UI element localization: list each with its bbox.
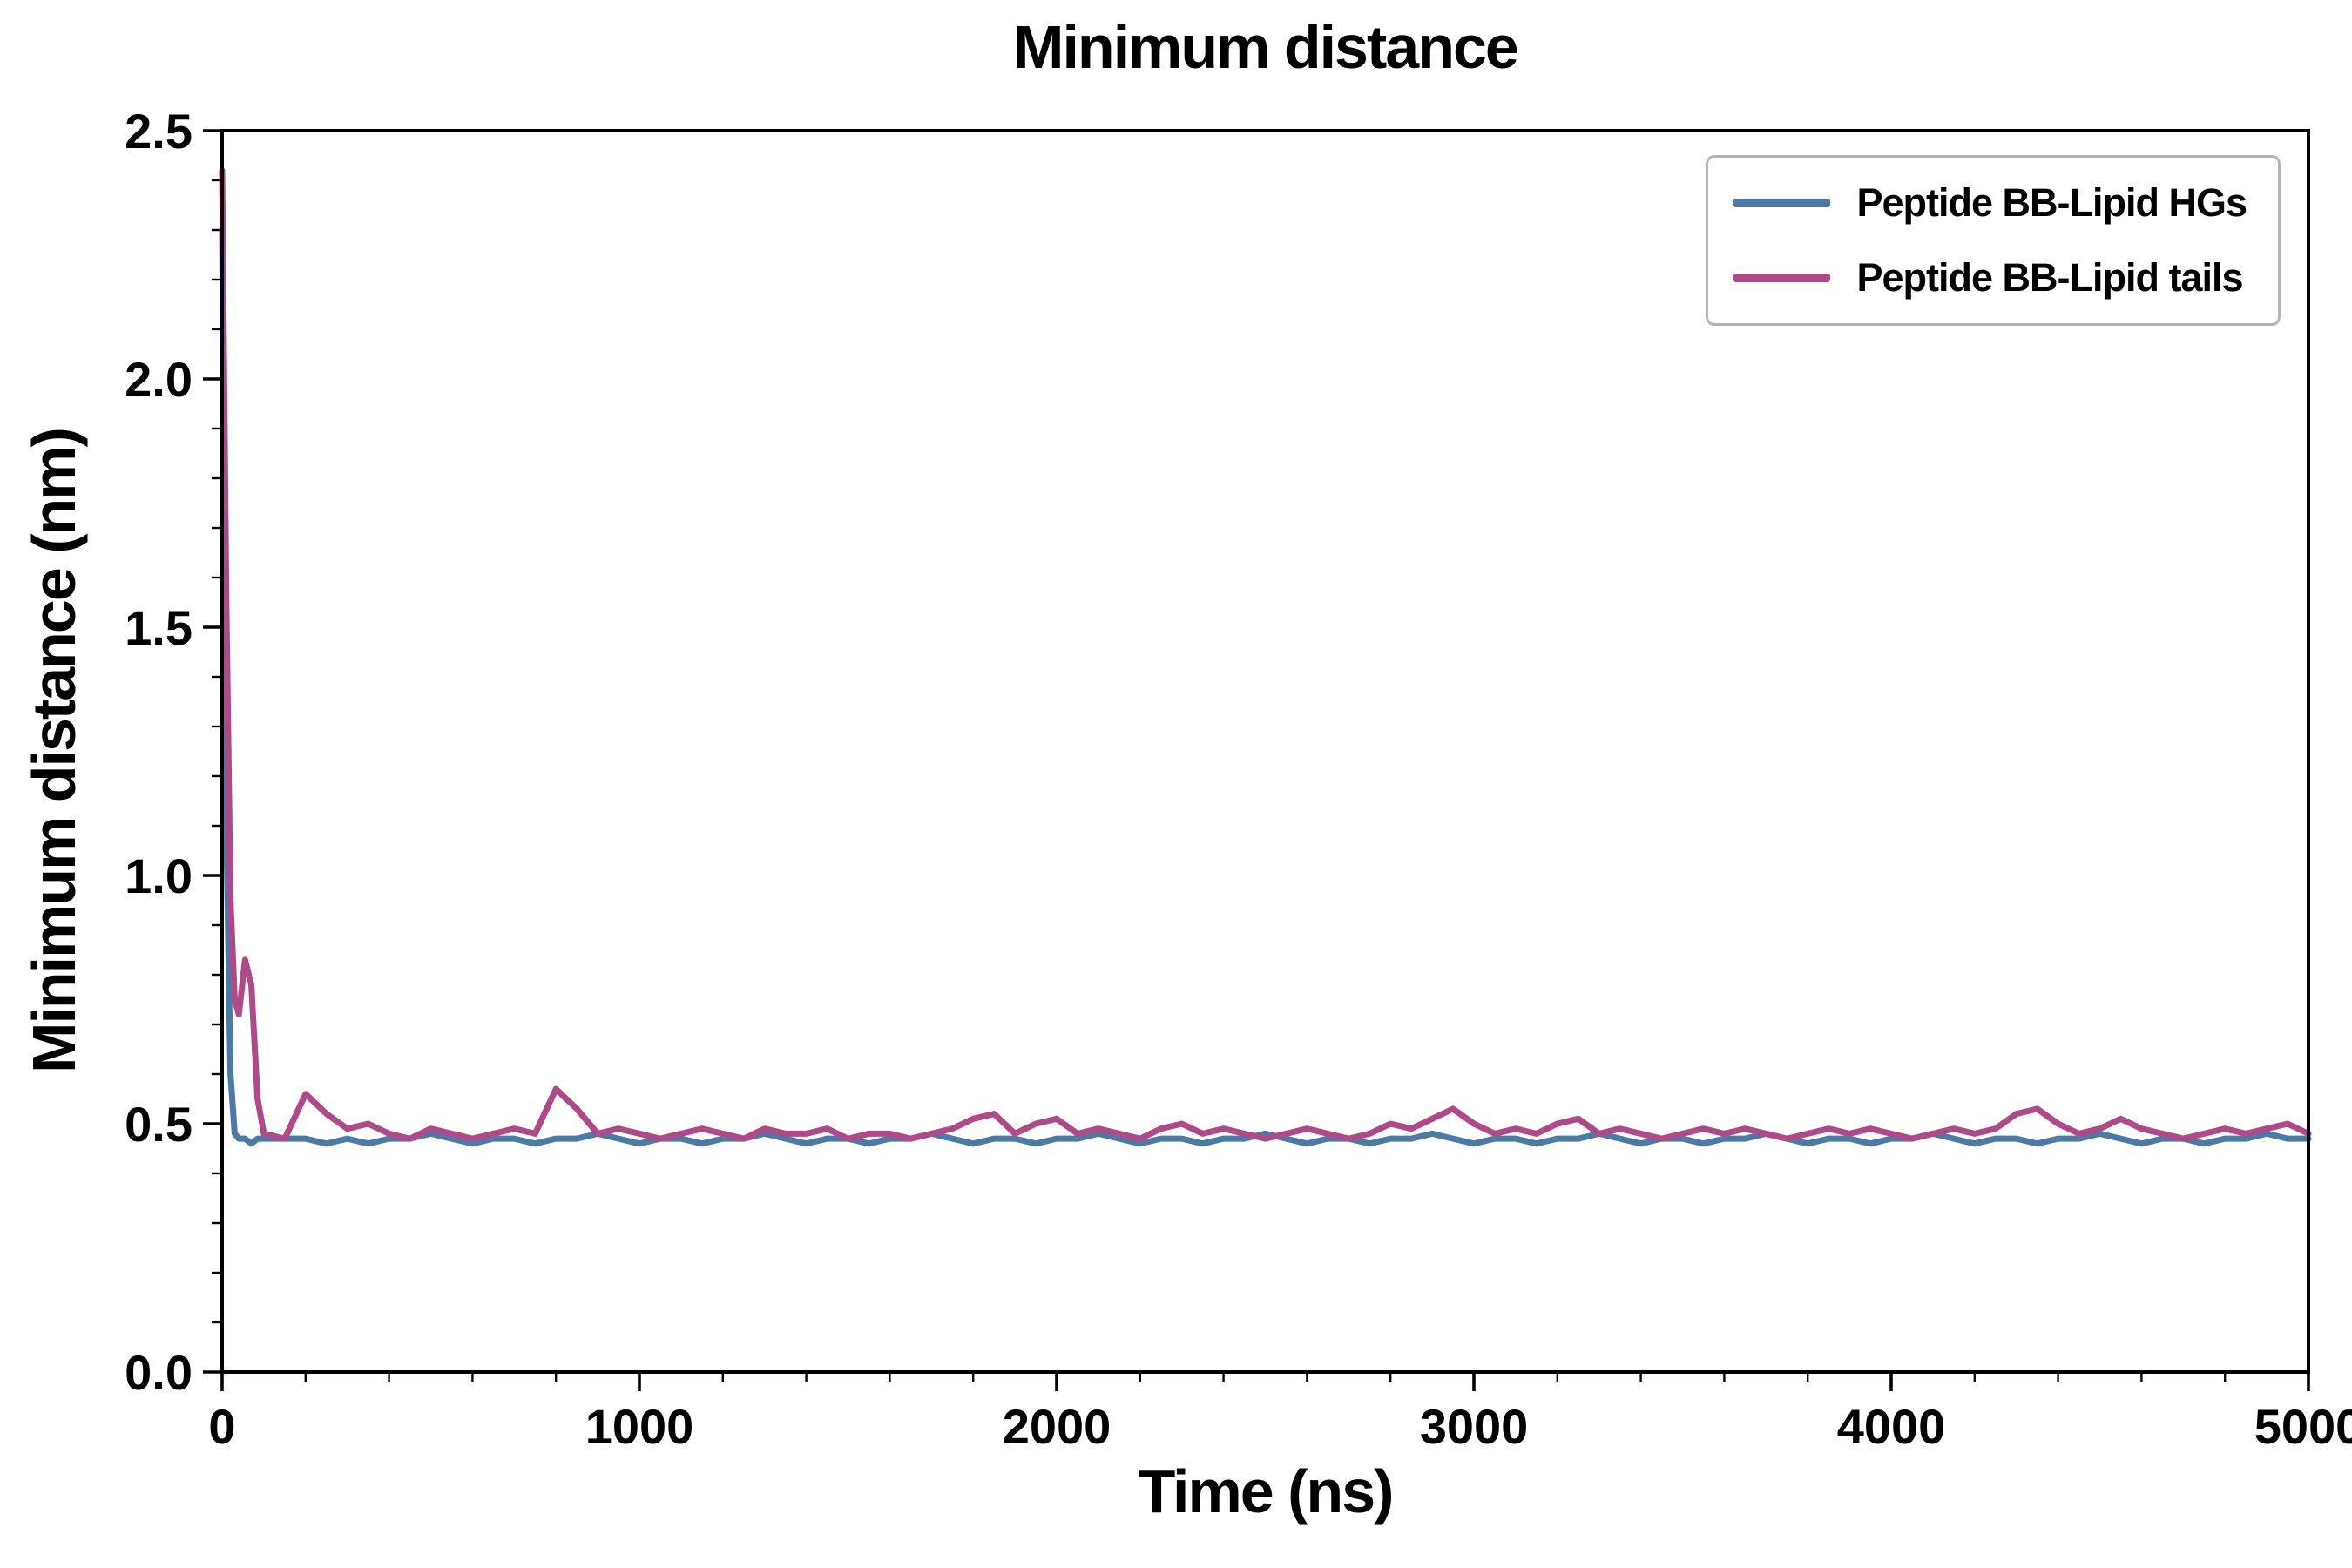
legend-label-tails: Peptide BB-Lipid tails <box>1856 255 2243 300</box>
y-tick-label: 1.0 <box>125 848 193 903</box>
legend: Peptide BB-Lipid HGs Peptide BB-Lipid ta… <box>1706 155 2281 326</box>
y-tick-label: 2.5 <box>125 104 193 159</box>
x-tick-label: 2000 <box>1003 1399 1112 1454</box>
legend-label-hgs: Peptide BB-Lipid HGs <box>1856 180 2247 225</box>
legend-swatch-tails-line <box>1733 274 1831 282</box>
y-tick-label: 1.5 <box>125 600 193 655</box>
x-tick-label: 5000 <box>2254 1399 2352 1454</box>
legend-swatch-hgs-line <box>1733 199 1831 207</box>
plot-frame <box>220 129 2310 1374</box>
chart-title: Minimum distance <box>1013 13 1519 81</box>
series-line-peptide-bb-lipid-hgs <box>219 226 2312 1147</box>
y-tick-label: 0.0 <box>125 1345 193 1400</box>
x-tick-label: 0 <box>208 1399 235 1454</box>
legend-item-hgs: Peptide BB-Lipid HGs <box>1733 180 2247 226</box>
y-tick-label: 0.5 <box>125 1097 193 1152</box>
legend-item-tails: Peptide BB-Lipid tails <box>1733 255 2247 301</box>
x-tick-label: 1000 <box>585 1399 694 1454</box>
x-tick-label: 4000 <box>1837 1399 1946 1454</box>
x-axis-label: Time (ns) <box>1138 1457 1395 1525</box>
series-line-peptide-bb-lipid-tails <box>219 167 2312 1142</box>
x-tick-label: 3000 <box>1420 1399 1529 1454</box>
y-tick-label: 2.0 <box>125 352 193 407</box>
